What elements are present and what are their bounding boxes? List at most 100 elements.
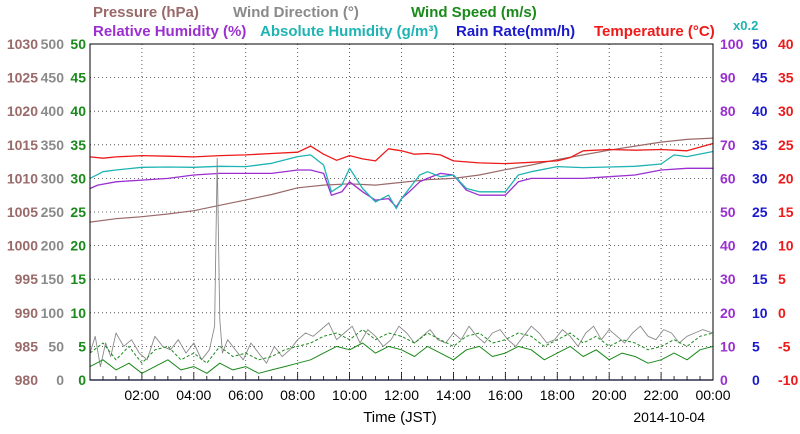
y-tick-label-temperature: 30 [778,103,794,119]
y-tick-label-humidity: 0 [720,372,728,388]
series-line-relative-humidity [89,167,713,208]
y-tick-label-temperature: 35 [778,70,794,86]
y-tick-label-wind-direction: 200 [41,238,65,254]
y-tick-label-humidity: 90 [720,70,736,86]
y-tick-label-wind-direction: 500 [41,36,65,52]
x-tick-label: 14:00 [436,387,471,403]
y-tick-label-pressure: 1030 [7,36,38,52]
y-tick-label-rain: 0 [752,372,760,388]
series-line-temperature-c [89,142,714,165]
plot-frame [89,43,714,381]
x-tick-label: 00:00 [695,387,730,403]
x-tick-label: 10:00 [332,387,367,403]
y-tick-label-pressure: 990 [15,305,39,321]
grid [89,44,714,380]
x-tick-label: 20:00 [592,387,627,403]
x-tick-label: 02:00 [124,387,159,403]
y-tick-label-rain: 45 [752,70,768,86]
y-tick-label-wind-direction: 250 [41,204,65,220]
y-tick-label-pressure: 1020 [7,103,38,119]
y-tick-label-humidity: 80 [720,103,736,119]
x-tick-label: 22:00 [644,387,679,403]
y-tick-label-humidity: 100 [720,36,744,52]
y-tick-label-wind-speed: 35 [70,137,86,153]
y-tick-label-pressure: 1005 [7,204,38,220]
y-tick-label-pressure: 1015 [7,137,38,153]
y-tick-label-temperature: 20 [778,170,794,186]
series-line-wind-direction [89,157,714,368]
y-tick-label-wind-direction: 400 [41,103,65,119]
y-tick-label-wind-speed: 5 [78,338,86,354]
y-tick-label-pressure: 1025 [7,70,38,86]
y-tick-label-rain: 10 [752,305,768,321]
y-tick-label-humidity: 40 [720,238,736,254]
x-tick-labels: 02:00 04:00 06:00 08:00 10:00 12:00 14:00 16:00… [124,387,730,403]
legend-pressure: Pressure (hPa) [93,4,199,21]
y-tick-label-wind-direction: 300 [41,170,65,186]
y-tick-label-humidity: 50 [720,204,736,220]
series-line-absolute-humidity-g-m [89,150,714,210]
x-tick-label: 18:00 [540,387,575,403]
series-line-wind-speed-m-s [89,342,714,374]
y-tick-label-wind-direction: 50 [48,338,64,354]
legend-absolute-humidity: Absolute Humidity (g/m³) [260,23,438,40]
legend-wind-direction: Wind Direction (°) [233,4,359,21]
y-tick-label-temperature: 10 [778,238,794,254]
x-axis-label: Time (JST) [363,409,437,426]
y-tick-label-humidity: 20 [720,305,736,321]
y-tick-label-wind-direction: 0 [56,372,64,388]
y-tick-label-temperature: 5 [778,271,786,287]
y-tick-label-rain: 30 [752,170,768,186]
y-tick-label-wind-direction: 350 [41,137,65,153]
y-tick-label-pressure: 1010 [7,170,38,186]
y-tick-label-pressure: 980 [15,372,39,388]
y-tick-label-pressure: 985 [15,338,39,354]
y-tick-label-humidity: 70 [720,137,736,153]
y-tick-label-pressure: 995 [15,271,39,287]
legend-rain-rate: Rain Rate(mm/h) [456,23,575,40]
y-tick-label-wind-speed: 15 [70,271,86,287]
y-tick-label-temperature: -10 [778,372,798,388]
series-line-wind-speed-gust-m-s [89,329,714,364]
legend: Pressure (hPa) Wind Direction (°) Wind S… [93,4,758,40]
x-tick-label: 04:00 [176,387,211,403]
y-tick-label-temperature: 25 [778,137,794,153]
legend-relative-humidity: Relative Humidity (%) [93,23,246,40]
y-tick-label-humidity: 60 [720,170,736,186]
y-tick-label-rain: 35 [752,137,768,153]
y-tick-label-wind-speed: 0 [78,372,86,388]
x-tick-label: 06:00 [228,387,263,403]
y-tick-label-rain: 5 [752,338,760,354]
y-tick-label-temperature: 15 [778,204,794,220]
y-tick-label-wind-direction: 100 [41,305,65,321]
y-tick-label-wind-direction: 450 [41,70,65,86]
legend-scale-note: x0.2 [733,18,758,33]
y-tick-label-humidity: 10 [720,338,736,354]
y-tick-label-wind-direction: 150 [41,271,65,287]
x-tick-label: 16:00 [488,387,523,403]
y-tick-label-rain: 25 [752,204,768,220]
y-tick-label-temperature: 40 [778,36,794,52]
y-tick-label-rain: 40 [752,103,768,119]
legend-temperature: Temperature (°C) [594,23,715,40]
legend-wind-speed: Wind Speed (m/s) [411,4,537,21]
y-tick-label-wind-speed: 10 [70,305,86,321]
y-tick-label-wind-speed: 30 [70,170,86,186]
y-tick-label-pressure: 1000 [7,238,38,254]
y-tick-label-humidity: 30 [720,271,736,287]
y-tick-label-rain: 50 [752,36,768,52]
date-label: 2014-10-04 [633,409,705,425]
y-tick-label-rain: 20 [752,238,768,254]
y-tick-label-wind-speed: 20 [70,238,86,254]
x-tick-label: 12:00 [384,387,419,403]
y-tick-label-rain: 15 [752,271,768,287]
y-tick-label-temperature: 0 [778,305,786,321]
y-tick-label-temperature: -5 [778,338,791,354]
y-tick-label-wind-speed: 40 [70,103,86,119]
y-tick-labels: 9809859909951000100510101015102010251030… [7,36,799,388]
series-line-pressure-hpa [89,137,714,223]
x-tick-label: 08:00 [280,387,315,403]
y-tick-label-wind-speed: 45 [70,70,86,86]
